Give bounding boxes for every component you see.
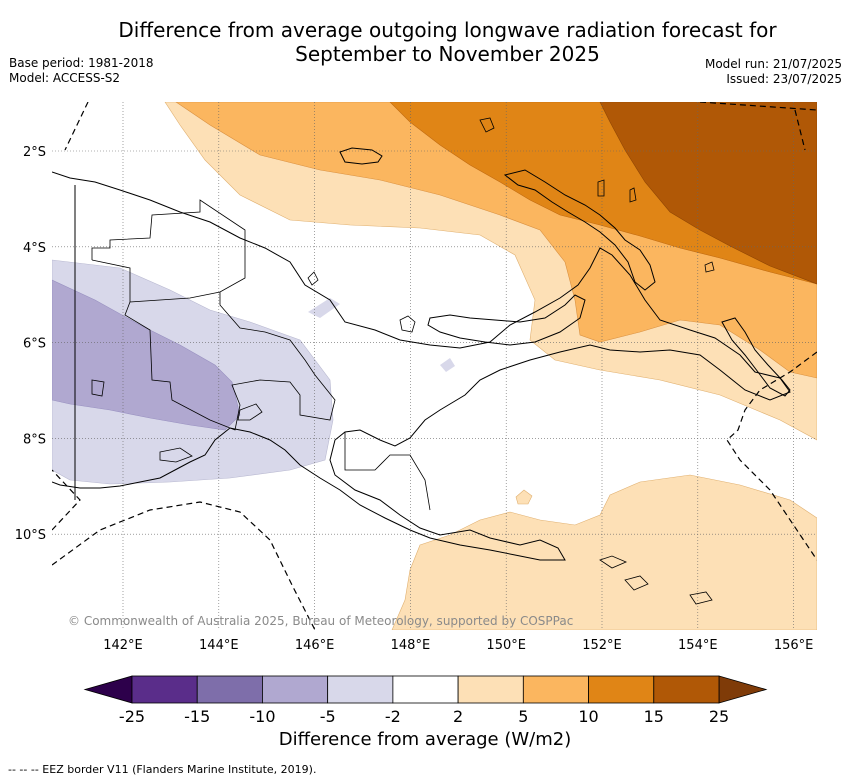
colorbar-segment [522, 675, 589, 704]
colorbar-segment [392, 675, 459, 704]
eez-footnote: -- -- -- EEZ border V11 (Flanders Marine… [8, 763, 317, 776]
colorbar-tick-label: 25 [709, 707, 729, 726]
longitude-label: 154°E [678, 638, 718, 653]
longitude-label: 144°E [199, 638, 239, 653]
colorbar-tick-label: -10 [249, 707, 275, 726]
colorbar-tick-label: -15 [184, 707, 210, 726]
longitude-label: 150°E [486, 638, 526, 653]
colorbar-segment [588, 675, 655, 704]
colorbar-segment [196, 675, 263, 704]
colorbar-segment [457, 675, 524, 704]
colorbar-segment [653, 675, 720, 704]
model-run: Model run: 21/07/2025 [704, 57, 842, 71]
small-islands [91, 117, 715, 605]
colorbar-tick-label: 2 [453, 707, 463, 726]
colorbar-extend-high [718, 675, 768, 704]
longitude-labels: 142°E 144°E 146°E 148°E 150°E 152°E 154°E 156°E [103, 638, 813, 653]
colorbar-tick-label: -5 [320, 707, 336, 726]
longitude-label: 156°E [774, 638, 814, 653]
contour-neg-small-2 [440, 358, 455, 372]
contour-15-25-north [599, 102, 817, 285]
latitude-label: 8°S [23, 432, 46, 447]
latitude-label: 4°S [23, 241, 46, 256]
map-title: Difference from average outgoing longwav… [90, 18, 805, 66]
colorbar-extend-low [83, 675, 133, 704]
colorbar-title: Difference from average (W/m2) [278, 729, 572, 750]
contour-2-5-south [391, 474, 817, 630]
bougainville-coastline [721, 317, 791, 397]
province-borders [91, 199, 431, 511]
latitude-label: 2°S [23, 145, 46, 160]
base-period: Base period: 1981-2018 [9, 56, 154, 70]
colorbar-tick-label: -2 [385, 707, 401, 726]
contour-2-5-small [515, 489, 533, 505]
eez-border [52, 102, 817, 630]
colorbar-tick-label: 15 [644, 707, 664, 726]
new-ireland-coastline [503, 169, 656, 291]
new-guinea-coastline [52, 171, 791, 561]
colorbar: -25 -15 -10 -5 -2 2 5 10 15 25 [83, 675, 768, 726]
new-britain-coastline [427, 294, 586, 346]
title-line-2: September to November 2025 [295, 42, 600, 66]
colorbar-tick-label: 5 [518, 707, 528, 726]
latitude-label: 6°S [23, 337, 46, 352]
colorbar-segment [262, 675, 329, 704]
model-name: Model: ACCESS-S2 [9, 71, 121, 85]
longitude-label: 152°E [582, 638, 622, 653]
longitude-label: 148°E [391, 638, 431, 653]
issued-date: Issued: 23/07/2025 [726, 72, 842, 86]
longitude-label: 146°E [295, 638, 335, 653]
map-panel [52, 102, 817, 630]
colorbar-segment [131, 675, 198, 704]
colorbar-tick-label: 10 [578, 707, 598, 726]
colorbar-segment [327, 675, 394, 704]
graticule [52, 102, 817, 630]
meta-right: Model run: 21/07/2025 Issued: 23/07/2025 [705, 57, 842, 87]
meta-left: Base period: 1981-2018 Model: ACCESS-S2 [9, 56, 154, 86]
manus-island-coastline [339, 147, 383, 165]
colorbar-tick-label: -25 [119, 707, 145, 726]
longitude-label: 142°E [103, 638, 143, 653]
title-line-1: Difference from average outgoing longwav… [118, 18, 777, 42]
latitude-labels: 2°S 4°S 6°S 8°S 10°S [15, 145, 46, 543]
copyright-notice: © Commonwealth of Australia 2025, Bureau… [68, 614, 574, 628]
latitude-label: 10°S [15, 528, 46, 543]
